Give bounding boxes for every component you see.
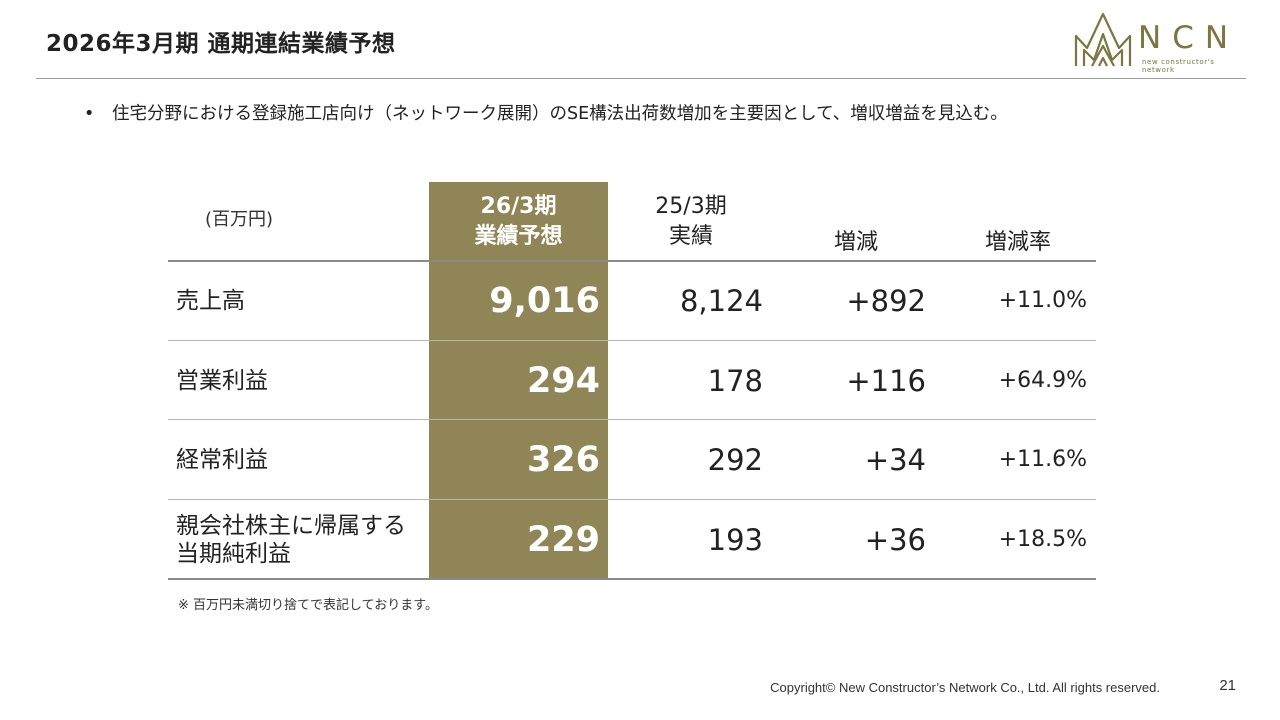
row-label: 経常利益 (176, 420, 426, 499)
table-row: 営業利益 294 178 +116 +64.9% (168, 341, 1096, 420)
rate-value: +64.9% (998, 368, 1087, 393)
unit-label: (百万円) (204, 209, 274, 230)
row-label: 営業利益 (176, 341, 426, 420)
table-row: 親会社株主に帰属する 当期純利益 229 193 +36 +18.5% (168, 500, 1096, 579)
forecast-value: 9,016 (489, 280, 600, 321)
actual-header-line: 25/3期 (655, 194, 727, 219)
change-value: +34 (864, 442, 926, 477)
bullet-text: 住宅分野における登録施工店向け（ネットワーク展開）のSE構法出荷数増加を主要因と… (112, 104, 1008, 124)
row-label-line: 経常利益 (176, 446, 268, 473)
actual-column-header: 25/3期 実績 (628, 192, 754, 252)
forecast-value: 326 (526, 439, 600, 480)
table-row: 売上高 9,016 8,124 +892 +11.0% (168, 261, 1096, 340)
rate-value: +11.0% (998, 288, 1087, 313)
logo-wordmark: NCN (1138, 20, 1240, 56)
actual-value: 8,124 (679, 283, 763, 318)
rate-value: +11.6% (998, 447, 1087, 472)
row-label-line: 営業利益 (176, 367, 268, 394)
forecast-value: 229 (526, 519, 600, 560)
forecast-value: 294 (526, 360, 600, 401)
change-value: +116 (846, 363, 926, 398)
logo-tagline: new constructor's network (1142, 58, 1215, 74)
row-label-line: 当期純利益 (176, 540, 291, 567)
ncn-emblem-icon (1074, 12, 1132, 67)
row-label-line: 親会社株主に帰属する (176, 512, 406, 539)
row-label: 売上高 (176, 261, 426, 340)
change-value: +36 (864, 522, 926, 557)
row-label: 親会社株主に帰属する 当期純利益 (176, 500, 426, 579)
row-divider (168, 499, 1096, 500)
company-logo: NCN new constructor's network (1072, 10, 1248, 74)
forecast-header-line: 26/3期 (480, 194, 557, 219)
actual-value: 193 (707, 522, 763, 557)
footnote: ※ 百万円未満切り捨てで表記しております。 (178, 598, 438, 613)
table-bottom-rule (168, 578, 1096, 580)
actual-value: 178 (707, 363, 763, 398)
change-column-header: 増減 (833, 230, 878, 255)
page-title: 2026年3月期 通期連結業績予想 (46, 31, 396, 57)
rate-value: +18.5% (998, 527, 1087, 552)
title-divider (36, 78, 1246, 79)
bullet-dot-icon: • (84, 104, 95, 124)
table-row: 経常利益 326 292 +34 +11.6% (168, 420, 1096, 499)
change-value: +892 (846, 283, 926, 318)
forecast-column-header: 26/3期 業績予想 (429, 192, 608, 252)
row-label-line: 売上高 (176, 287, 245, 314)
row-divider (168, 419, 1096, 420)
page-number: 21 (1219, 677, 1236, 694)
forecast-header-line: 業績予想 (474, 224, 563, 249)
table-header-rule (168, 260, 1096, 262)
actual-header-line: 実績 (668, 224, 713, 249)
copyright-text: Copyright© New Constructor’s Network Co.… (770, 680, 1160, 695)
forecast-column-highlight (429, 182, 608, 579)
rate-column-header: 増減率 (984, 230, 1051, 255)
row-divider (168, 340, 1096, 341)
actual-value: 292 (707, 442, 763, 477)
bullet-point: • 住宅分野における登録施工店向け（ネットワーク展開）のSE構法出荷数増加を主要因… (84, 100, 1008, 125)
